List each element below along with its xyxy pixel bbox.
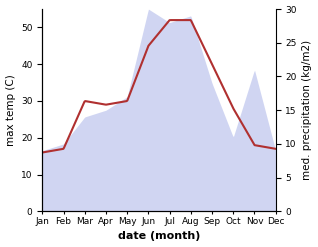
- X-axis label: date (month): date (month): [118, 231, 200, 242]
- Y-axis label: max temp (C): max temp (C): [5, 74, 16, 146]
- Y-axis label: med. precipitation (kg/m2): med. precipitation (kg/m2): [302, 40, 313, 180]
